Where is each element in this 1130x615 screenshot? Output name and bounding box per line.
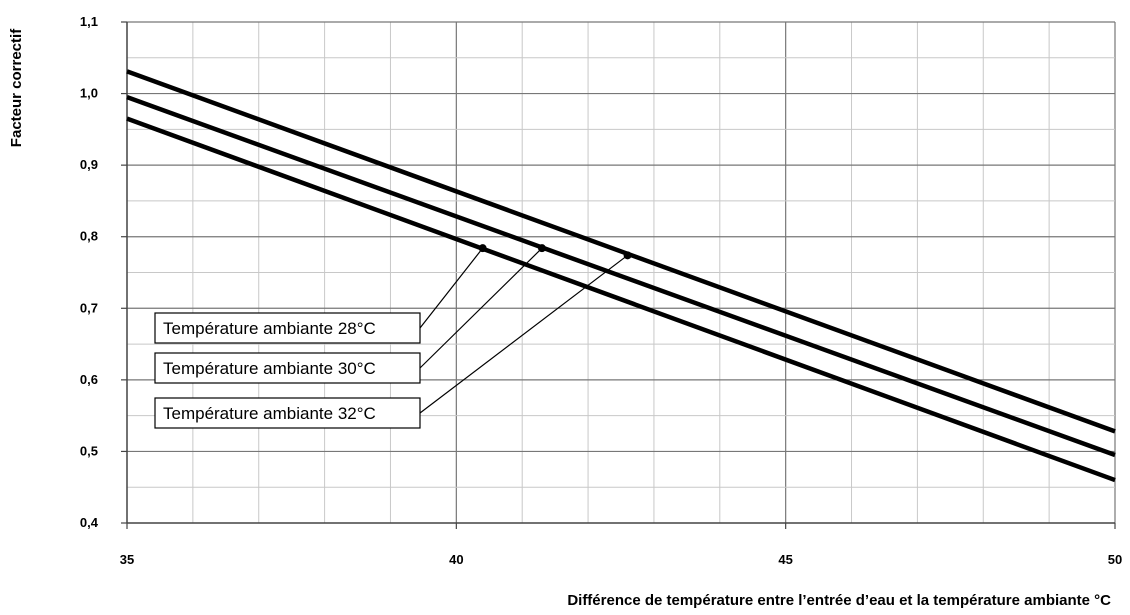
y-tick-label: 0,8	[80, 229, 98, 244]
callout-marker	[623, 251, 632, 260]
callout-box	[154, 397, 421, 429]
callout-leader-line	[419, 247, 484, 329]
callout-leader-line	[419, 247, 543, 369]
callout-box	[154, 352, 421, 384]
series-label: Température ambiante 30°C	[163, 359, 376, 378]
grid	[127, 21, 1116, 523]
y-tick-label: 0,5	[80, 443, 98, 458]
y-axis-label: Facteur correctif	[8, 28, 25, 147]
x-tick-label: 45	[778, 552, 792, 567]
y-tick-label: 0,9	[80, 157, 98, 172]
y-tick-label: 1,0	[80, 86, 98, 101]
axes	[121, 21, 1116, 529]
series-label: Température ambiante 32°C	[163, 404, 376, 423]
y-tick-label: 1,1	[80, 14, 98, 29]
y-tick-label: 0,4	[80, 515, 99, 530]
series-line	[126, 69, 1116, 434]
callout-marker	[478, 244, 487, 253]
callouts: Température ambiante 28°C Température amb…	[154, 312, 421, 429]
x-tick-label: 40	[449, 552, 463, 567]
y-tick-label: 0,7	[80, 300, 98, 315]
x-axis-label: Différence de température entre l’entrée…	[567, 592, 1111, 609]
callout-leaders	[419, 244, 632, 414]
y-tick-labels: 0,4 0,5 0,6 0,7 0,8 0,9 1,0 1,1	[80, 14, 99, 530]
x-tick-label: 35	[120, 552, 134, 567]
x-tick-labels: 35 40 45 50	[120, 552, 1122, 567]
series-line	[126, 116, 1116, 483]
series-label: Température ambiante 28°C	[163, 319, 376, 338]
series-line	[126, 95, 1116, 458]
series-lines	[126, 69, 1116, 483]
x-tick-label: 50	[1108, 552, 1122, 567]
callout-marker	[537, 244, 546, 253]
callout-box	[154, 312, 421, 344]
callout-leader-line	[419, 254, 628, 414]
y-tick-label: 0,6	[80, 372, 98, 387]
